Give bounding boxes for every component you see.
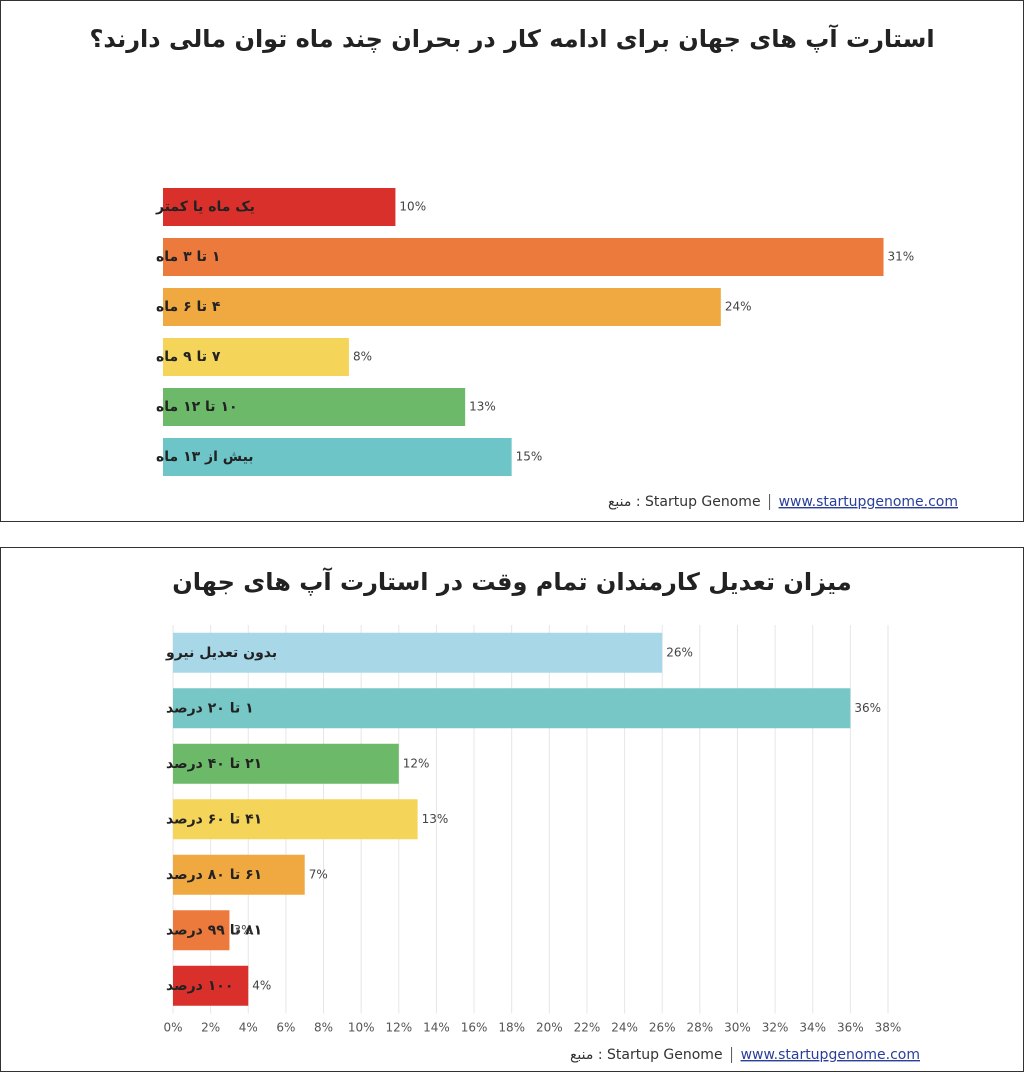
x-tick-label: 0% xyxy=(163,1021,182,1035)
bar xyxy=(163,188,396,226)
x-tick-label: 32% xyxy=(762,1021,789,1035)
value-label: 15% xyxy=(516,450,543,464)
x-tick-label: 36% xyxy=(837,1021,864,1035)
category-label: ۶۱ تا ۸۰ درصد xyxy=(166,867,262,883)
source-link[interactable]: www.startupgenome.com xyxy=(779,494,958,510)
value-label: 3% xyxy=(233,923,252,937)
source-link[interactable]: www.startupgenome.com xyxy=(741,1047,920,1063)
category-label: یک ماه یا کمتر xyxy=(155,199,255,215)
bar xyxy=(163,388,466,426)
value-label: 36% xyxy=(854,701,881,715)
x-tick-label: 24% xyxy=(611,1021,638,1035)
value-label: 31% xyxy=(888,250,915,264)
category-label: ۱ تا ۲۰ درصد xyxy=(166,700,254,716)
category-label: ۱۰۰ درصد xyxy=(166,978,233,994)
bar xyxy=(173,854,305,895)
value-label: 10% xyxy=(399,200,426,214)
x-tick-label: 4% xyxy=(239,1021,258,1035)
x-tick-label: 16% xyxy=(461,1021,488,1035)
category-label: بیش از ۱۳ ماه xyxy=(156,449,254,465)
value-label: 13% xyxy=(469,400,496,414)
bar xyxy=(173,688,851,729)
x-tick-label: 6% xyxy=(276,1021,295,1035)
bar xyxy=(163,238,884,276)
chart-title: استارت آپ های جهان برای ادامه کار در بحر… xyxy=(89,24,934,53)
x-tick-label: 2% xyxy=(201,1021,220,1035)
source: منبع : Startup Genome xyxy=(608,494,761,510)
bar xyxy=(163,338,349,376)
x-tick-label: 10% xyxy=(348,1021,375,1035)
x-tick-label: 18% xyxy=(498,1021,525,1035)
category-label: ۴۱ تا ۶۰ درصد xyxy=(166,811,262,827)
bar xyxy=(173,743,399,784)
bar xyxy=(173,799,418,840)
category-label: ۱۰ تا ۱۲ ماه xyxy=(156,399,238,415)
value-label: 13% xyxy=(422,812,449,826)
value-label: 7% xyxy=(309,867,328,881)
category-label: ۸۱ تا ۹۹ درصد xyxy=(166,922,262,938)
x-tick-label: 30% xyxy=(724,1021,751,1035)
category-label: ۷ تا ۹ ماه xyxy=(156,349,221,365)
x-tick-label: 12% xyxy=(385,1021,412,1035)
category-label: ۲۱ تا ۴۰ درصد xyxy=(166,756,262,772)
bar xyxy=(163,438,512,476)
source: منبع : Startup Genome xyxy=(570,1047,723,1063)
x-tick-label: 38% xyxy=(875,1021,902,1035)
value-label: 24% xyxy=(725,300,752,314)
bar xyxy=(173,965,249,1006)
value-label: 26% xyxy=(666,645,693,659)
value-label: 8% xyxy=(353,350,372,364)
x-tick-label: 28% xyxy=(687,1021,714,1035)
bar xyxy=(173,910,230,951)
x-tick-label: 14% xyxy=(423,1021,450,1035)
x-tick-label: 26% xyxy=(649,1021,676,1035)
category-label: بدون تعدیل نیرو xyxy=(165,645,277,661)
value-label: 4% xyxy=(252,978,271,992)
category-label: ۱ تا ۳ ماه xyxy=(156,249,220,265)
chart-title: میزان تعدیل کارمندان تمام وقت در استارت … xyxy=(172,567,851,596)
x-tick-label: 34% xyxy=(799,1021,826,1035)
x-tick-label: 8% xyxy=(314,1021,333,1035)
x-tick-label: 22% xyxy=(574,1021,601,1035)
bar xyxy=(173,632,663,673)
value-label: 12% xyxy=(403,756,430,770)
bar xyxy=(163,288,721,326)
x-tick-label: 20% xyxy=(536,1021,563,1035)
category-label: ۴ تا ۶ ماه xyxy=(156,299,221,315)
